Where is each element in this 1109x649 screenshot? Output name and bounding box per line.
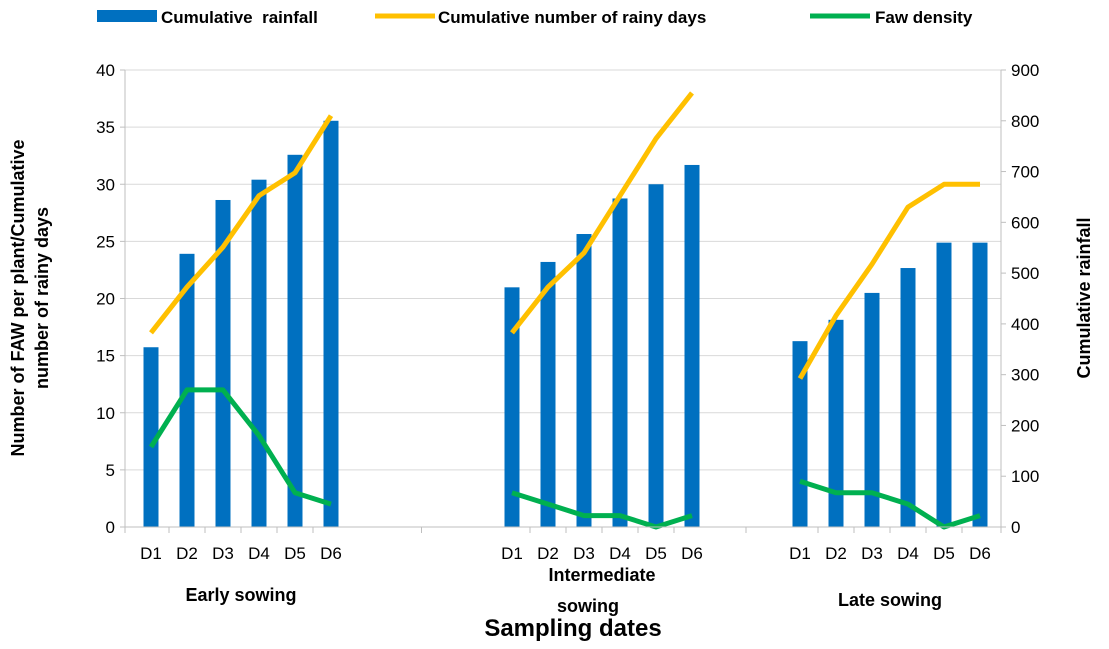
legend: Cumulative rainfall Cumulative number of… [97,8,973,27]
y-right-tick-label: 600 [1011,213,1039,232]
bar-rainfall [648,184,664,527]
x-tick-label: D4 [609,544,631,563]
x-tick-label: D2 [176,544,198,563]
legend-swatch-rainfall [97,10,157,22]
group-label-intermediate-line-1: Intermediate [548,565,655,585]
line-rainy-days [510,91,694,335]
line-faw-density [148,387,332,507]
x-tick-label: D6 [969,544,991,563]
y-right-tick-label: 100 [1011,467,1039,486]
bar-rainfall [972,242,988,527]
x-tick-label: D1 [501,544,523,563]
bar-rainfall [684,164,700,527]
bar-rainfall [864,292,880,527]
y-right-tick-label: 0 [1011,518,1020,537]
x-tick-label: D4 [897,544,919,563]
group-label-intermediate-line-2: sowing [557,596,619,616]
y-left-tick-label: 30 [96,175,115,194]
bar-rainfall [215,199,231,528]
bar-rainfall [900,268,916,527]
line-series-group [148,91,981,530]
group-label-late-sowing: Late sowing [838,590,942,610]
y-right-tick-label: 400 [1011,315,1039,334]
x-tick-label: D2 [825,544,847,563]
legend-label-faw: Faw density [875,8,973,27]
bar-series-cumulative-rainfall [143,120,988,528]
bar-rainfall [936,242,952,527]
y-left-axis-title: Number of FAW per plant/Cumulative numbe… [8,139,52,456]
bar-rainfall [287,154,303,527]
x-tick-label: D2 [537,544,559,563]
line-rainy-days [149,114,334,335]
x-tick-label: D4 [248,544,270,563]
line-rainy-days [797,181,980,380]
y-right-tick-labels: 0 100 200 300 400 500 600 700 800 900 [1011,61,1039,537]
x-axis-title: Sampling dates [484,615,661,642]
x-tick-label: D6 [681,544,703,563]
y-right-tick-label: 500 [1011,264,1039,283]
x-tick-label: D1 [789,544,811,563]
y-left-tick-label: 10 [96,404,115,423]
bar-rainfall [612,198,628,527]
y-left-tick-label: 20 [96,290,115,309]
line-faw-density [799,478,981,530]
y-right-tick-label: 900 [1011,61,1039,80]
axes [120,69,1006,533]
bar-rainfall [504,287,520,527]
y-right-tick-label: 200 [1011,416,1039,435]
x-tick-label: D3 [212,544,234,563]
y-left-tick-labels: 0 5 10 15 20 25 30 35 40 [96,61,115,537]
y-left-tick-label: 15 [96,347,115,366]
y-left-axis-title-line-1: Number of FAW per plant/Cumulative [8,139,28,456]
x-tick-label: D3 [573,544,595,563]
y-left-axis-title-line-2: number of rainy days [32,207,52,389]
bar-rainfall [540,261,556,527]
legend-label-rainy-days: Cumulative number of rainy days [438,8,706,27]
gridlines [125,69,1001,471]
x-group-labels: Early sowing Intermediate sowing Late sowin… [185,565,942,616]
bar-rainfall [576,234,592,528]
y-right-tick-label: 700 [1011,163,1039,182]
bar-rainfall [143,347,159,527]
y-right-tick-label: 800 [1011,112,1039,131]
line-faw-density [511,490,693,530]
bar-rainfall [251,179,267,527]
y-left-tick-label: 0 [106,518,115,537]
x-tick-labels: D1 D2 D3 D4 D5 D6 D1 D2 D3 D4 D5 D6 D1 D2 D3 D4 D5 D6 [140,544,991,563]
x-tick-label: D6 [320,544,342,563]
group-label-early-sowing: Early sowing [185,585,296,605]
y-right-axis-title: Cumulative rainfall [1074,217,1094,378]
x-tick-label: D3 [861,544,883,563]
x-tick-label: D5 [284,544,306,563]
bar-rainfall [323,120,339,528]
y-left-tick-label: 5 [106,461,115,480]
y-left-tick-label: 25 [96,232,115,251]
x-tick-label: D5 [933,544,955,563]
x-tick-label: D5 [645,544,667,563]
x-tick-label: D1 [140,544,162,563]
y-left-tick-label: 40 [96,61,115,80]
legend-label-rainfall: Cumulative rainfall [161,8,318,27]
y-left-tick-label: 35 [96,118,115,137]
bar-rainfall [828,319,844,527]
y-right-tick-label: 300 [1011,366,1039,385]
